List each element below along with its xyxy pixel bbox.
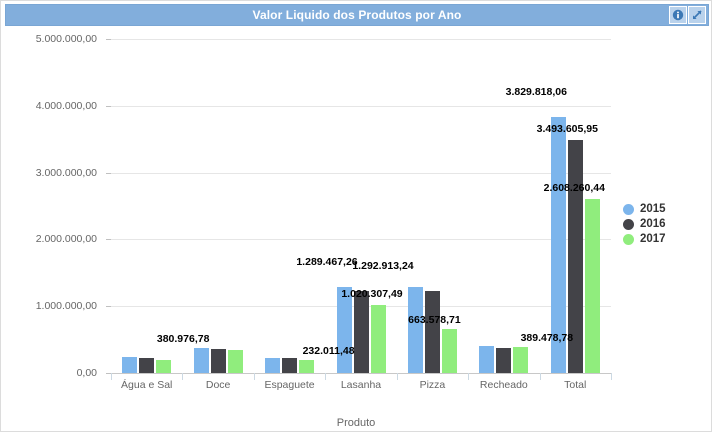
x-axis-category-label: Lasanha	[340, 379, 382, 391]
plot-area	[111, 39, 611, 373]
data-label: 663.578,71	[408, 313, 461, 326]
gridline	[111, 39, 611, 40]
y-axis-tick-label: 2.000.000,00	[35, 233, 97, 246]
y-axis-tick-label: 5.000.000,00	[35, 33, 97, 45]
bar-2015-água-e-sal[interactable]	[122, 357, 138, 373]
bar-2015-doce[interactable]	[193, 347, 209, 373]
x-axis-line	[111, 373, 611, 374]
bar-group	[550, 39, 600, 373]
data-label: 1.292.913,24	[352, 259, 414, 272]
x-axis-tick	[539, 373, 541, 380]
bar-group	[122, 39, 172, 373]
data-label: 2.608.260,44	[543, 181, 605, 194]
bar-2015-total[interactable]	[550, 117, 566, 373]
bar-group	[265, 39, 315, 373]
bar-2016-total[interactable]	[567, 139, 583, 373]
data-label: 232.011,48	[302, 344, 355, 357]
expand-diagonal-icon[interactable]	[688, 6, 706, 24]
y-axis-tick-label: 0,00	[76, 367, 97, 379]
x-axis-tick	[111, 373, 112, 380]
y-axis-tick	[106, 306, 111, 308]
x-axis-tick	[182, 373, 184, 380]
data-label: 1.020.307,49	[341, 287, 403, 300]
x-axis-tick	[253, 373, 255, 380]
legend-swatch-icon	[623, 218, 634, 230]
y-axis-tick-label: 4.000.000,00	[35, 99, 97, 112]
bar-2017-doce[interactable]	[227, 350, 243, 373]
legend-label: 2017	[640, 233, 666, 245]
bar-2016-recheado[interactable]	[496, 348, 512, 373]
y-axis-tick	[106, 239, 111, 241]
panel-title-bar: Valor Liquido dos Produtos por Ano	[5, 4, 709, 26]
x-axis-category-label: Total	[564, 379, 587, 391]
bar-2016-água-e-sal[interactable]	[139, 358, 155, 373]
x-axis-category-label: Recheado	[479, 379, 528, 391]
legend-item-2016[interactable]: 2016	[623, 218, 666, 230]
bar-2016-espaguete[interactable]	[282, 358, 298, 373]
x-axis-category-label: Espaguete	[264, 379, 315, 391]
y-axis-tick-label: 1.000.000,00	[35, 300, 97, 313]
x-axis-tick	[396, 373, 398, 380]
data-label: 3.493.605,95	[536, 122, 598, 135]
bar-2017-espaguete[interactable]	[299, 359, 315, 373]
bar-group	[479, 39, 529, 373]
gridline	[111, 239, 611, 241]
bar-2017-pizza[interactable]	[441, 328, 457, 373]
bar-2015-espaguete[interactable]	[265, 357, 281, 373]
x-axis-category-label: Pizza	[419, 379, 446, 391]
data-label: 3.829.818,06	[505, 86, 567, 99]
panel-title-bar-actions	[669, 6, 706, 24]
legend-item-2015[interactable]: 2015	[623, 203, 666, 215]
y-axis-tick-label: 3.000.000,00	[35, 166, 97, 179]
bar-2016-doce[interactable]	[210, 348, 226, 373]
y-axis-tick	[106, 373, 111, 374]
bar-2017-recheado[interactable]	[513, 346, 529, 373]
legend-label: 2016	[640, 218, 666, 230]
data-label: 389.478,78	[520, 331, 574, 344]
gridline	[111, 172, 611, 174]
bar-group	[336, 39, 386, 373]
data-label: 1.289.467,26	[296, 255, 358, 268]
panel-title: Valor Liquido dos Produtos por Ano	[252, 8, 462, 22]
bar-2015-recheado[interactable]	[479, 346, 495, 373]
legend-item-2017[interactable]: 2017	[623, 233, 666, 245]
bar-2017-água-e-sal[interactable]	[156, 360, 172, 373]
bar-2015-pizza[interactable]	[407, 286, 423, 373]
bar-2017-lasanha[interactable]	[370, 304, 386, 373]
legend-swatch-icon	[623, 203, 634, 215]
bar-2015-lasanha[interactable]	[336, 286, 352, 373]
x-axis-category-label: Água e Sal	[121, 379, 173, 391]
bar-group	[407, 39, 457, 373]
info-circle-icon[interactable]	[669, 6, 687, 24]
legend-label: 2015	[640, 203, 666, 215]
y-axis-tick	[106, 105, 111, 107]
y-axis-tick	[106, 39, 111, 40]
data-label: 380.976,78	[156, 332, 210, 345]
gridline	[111, 105, 611, 107]
y-axis-tick	[106, 172, 111, 174]
legend-swatch-icon	[623, 233, 634, 245]
chart-legend: 2015 2016 2017	[623, 203, 666, 245]
x-axis-tick	[611, 373, 612, 380]
x-axis-tick	[468, 373, 470, 380]
bar-2016-lasanha[interactable]	[353, 290, 369, 373]
x-axis-category-label: Doce	[205, 379, 231, 391]
x-axis-tick	[325, 373, 327, 380]
bar-2016-pizza[interactable]	[424, 291, 440, 373]
x-axis-title: Produto	[336, 417, 376, 429]
bar-group	[193, 39, 243, 373]
bar-2017-total[interactable]	[584, 198, 600, 373]
